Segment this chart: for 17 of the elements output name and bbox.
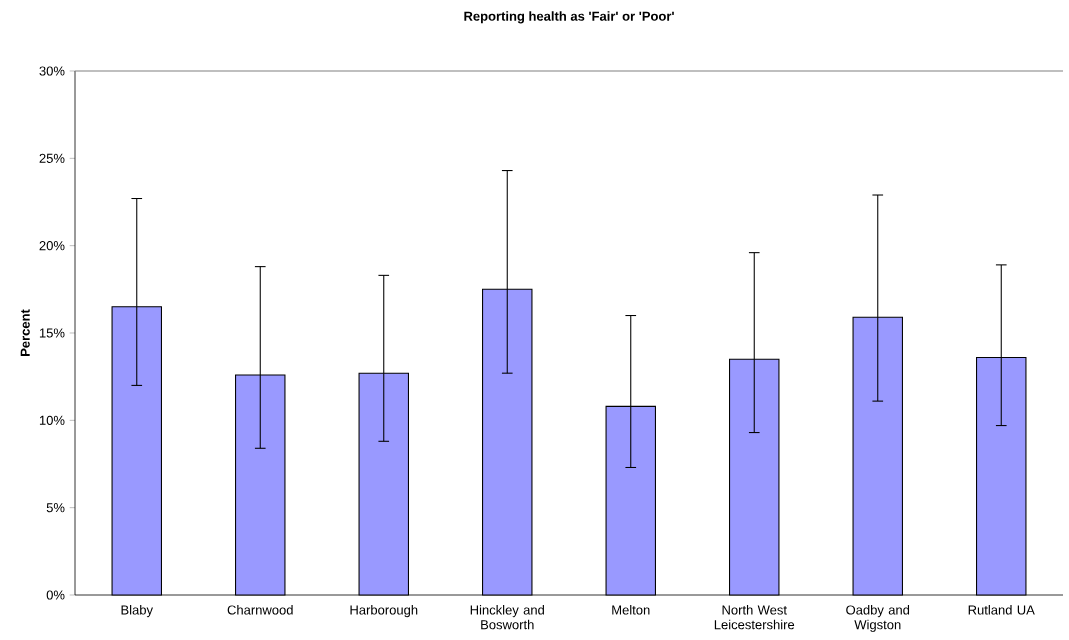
x-tick-label: Charnwood bbox=[227, 605, 293, 615]
x-tick-label: Melton bbox=[612, 605, 650, 615]
y-tick-label: 30% bbox=[39, 66, 65, 76]
y-tick-label: 0% bbox=[46, 590, 65, 600]
x-tick-label: Oadby and Wigston bbox=[846, 605, 910, 632]
y-tick-label: 25% bbox=[39, 153, 65, 163]
x-tick-label: Harborough bbox=[350, 605, 418, 618]
y-tick-label: 10% bbox=[39, 415, 65, 425]
x-tick-label: Hinckley and Bosworth bbox=[470, 605, 544, 630]
x-tick-label: Rutland UA bbox=[968, 605, 1035, 615]
y-tick-label: 20% bbox=[39, 241, 65, 251]
x-tick-label: Blaby bbox=[121, 605, 153, 618]
x-tick-label: North West Leicestershire bbox=[714, 605, 795, 630]
y-axis-title: Percent bbox=[20, 309, 30, 356]
y-tick-label: 5% bbox=[46, 503, 65, 513]
y-tick-label: 15% bbox=[39, 328, 65, 338]
chart-title: Reporting health as 'Fair' or 'Poor' bbox=[464, 11, 674, 24]
